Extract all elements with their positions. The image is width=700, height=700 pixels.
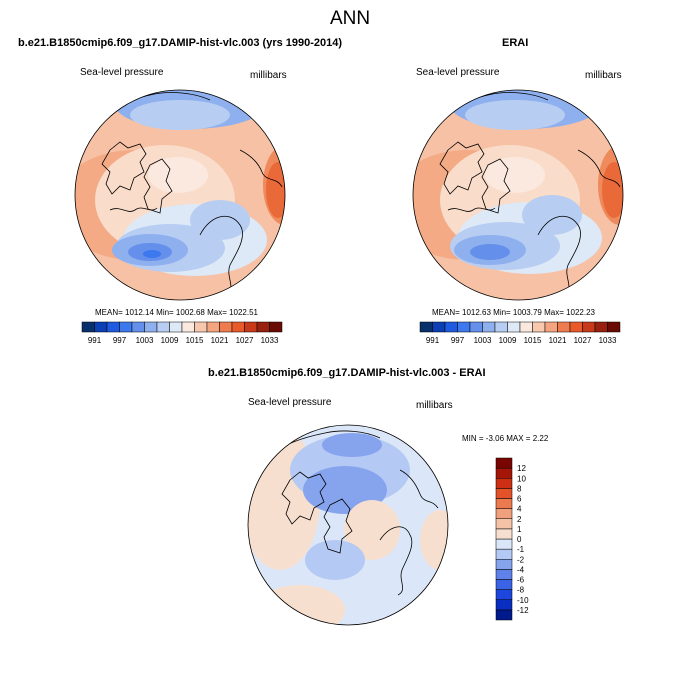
colorbar-tick-label: -4 <box>517 565 525 574</box>
colorbar-box <box>495 498 513 509</box>
colorbar-box <box>582 321 596 333</box>
obs-stats: MEAN= 1012.63 Min= 1003.79 Max= 1022.23 <box>432 308 595 317</box>
colorbar-tick-label: 4 <box>517 505 522 514</box>
colorbar-tick-label: 1015 <box>524 336 542 345</box>
colorbar-box <box>106 321 120 333</box>
colorbar-box <box>495 508 513 519</box>
colorbar-tick-label: 1015 <box>186 336 204 345</box>
colorbar-box <box>169 321 183 333</box>
colorbar-tick-label: 1009 <box>161 336 179 345</box>
colorbar-box <box>495 579 513 590</box>
colorbar-tick-label: 991 <box>88 336 102 345</box>
colorbar-tick-label: 0 <box>517 535 522 544</box>
colorbar-box <box>495 569 513 580</box>
obs-polar-map <box>412 89 624 301</box>
diff-stats: MIN = -3.06 MAX = 2.22 <box>462 434 549 443</box>
colorbar-box <box>495 467 513 479</box>
obs-units-label: millibars <box>585 70 622 81</box>
colorbar-tick-label: -12 <box>517 606 529 615</box>
colorbar-box <box>244 321 258 333</box>
colorbar-tick-label: 12 <box>517 464 526 473</box>
colorbar-tick-label: 10 <box>517 474 526 483</box>
colorbar-tick-label: 1033 <box>261 336 279 345</box>
colorbar-box <box>607 321 621 333</box>
colorbar-box <box>594 321 608 333</box>
colorbar-tick-label: 1027 <box>574 336 592 345</box>
colorbar-box <box>432 321 446 333</box>
colorbar-tick-label: 1027 <box>236 336 254 345</box>
colorbar-box <box>119 321 133 333</box>
colorbar-box <box>269 321 283 333</box>
colorbar-box <box>457 321 471 333</box>
colorbar-tick-label: -6 <box>517 576 525 585</box>
colorbar-tick-label: 2 <box>517 515 522 524</box>
colorbar-box <box>206 321 220 333</box>
diff-left-label: Sea-level pressure <box>248 397 332 408</box>
colorbar-box <box>131 321 145 333</box>
colorbar-tick-label: -8 <box>517 586 525 595</box>
colorbar-box <box>94 321 108 333</box>
figure-title: ANN <box>329 8 371 29</box>
colorbar-box <box>194 321 208 333</box>
colorbar-box <box>507 321 521 333</box>
colorbar-tick-label: -1 <box>517 545 525 554</box>
obs-left-label: Sea-level pressure <box>416 67 500 78</box>
colorbar-tick-label: 1003 <box>136 336 154 345</box>
colorbar-tick-label: 1033 <box>599 336 617 345</box>
colorbar-box <box>495 559 513 570</box>
diff-polar-map <box>247 424 449 626</box>
colorbar-tick-label: 6 <box>517 495 522 504</box>
diff-units-label: millibars <box>416 400 453 411</box>
colorbar-box <box>519 321 533 333</box>
obs-panel-title: ERAI <box>502 37 529 49</box>
model-left-label: Sea-level pressure <box>80 67 164 78</box>
model-colorbar: 991 997 1003 1009 1015 1021 1027 1033 <box>81 321 283 345</box>
colorbar-box <box>569 321 583 333</box>
model-polar-map <box>74 89 286 301</box>
colorbar-box <box>495 518 513 530</box>
colorbar-box <box>81 321 95 333</box>
colorbar-tick-label: -2 <box>517 555 525 564</box>
colorbar-box <box>444 321 458 333</box>
colorbar-box <box>256 321 270 333</box>
colorbar-tick-label: 1009 <box>499 336 517 345</box>
colorbar-box <box>495 548 513 560</box>
colorbar-box <box>144 321 158 333</box>
colorbar-box <box>156 321 170 333</box>
colorbar-box <box>557 321 571 333</box>
colorbar-tick-label: 1 <box>517 525 522 534</box>
colorbar-box <box>181 321 195 333</box>
model-panel-title: b.e21.B1850cmip6.f09_g17.DAMIP-hist-vlc.… <box>18 37 343 49</box>
colorbar-tick-label: 1021 <box>211 336 229 345</box>
colorbar-box <box>495 478 513 489</box>
colorbar-tick-label: 991 <box>426 336 440 345</box>
colorbar-box <box>495 457 513 469</box>
diff-panel-title: b.e21.B1850cmip6.f09_g17.DAMIP-hist-vlc.… <box>208 367 486 379</box>
colorbar-box <box>495 609 513 621</box>
colorbar-tick-label: -10 <box>517 596 529 605</box>
obs-colorbar: 991 997 1003 1009 1015 1021 1027 1033 <box>419 321 621 345</box>
colorbar-box <box>495 599 513 611</box>
colorbar-box <box>219 321 233 333</box>
colorbar-tick-label: 8 <box>517 484 522 493</box>
colorbar-box <box>482 321 496 333</box>
colorbar-tick-label: 1021 <box>549 336 567 345</box>
colorbar-tick-label: 997 <box>113 336 127 345</box>
colorbar-box <box>495 538 513 550</box>
colorbar-box <box>231 321 245 333</box>
colorbar-box <box>469 321 483 333</box>
model-stats: MEAN= 1012.14 Min= 1002.68 Max= 1022.51 <box>95 308 258 317</box>
colorbar-box <box>544 321 558 333</box>
colorbar-box <box>495 488 513 499</box>
colorbar-box <box>495 589 513 600</box>
colorbar-tick-label: 997 <box>451 336 465 345</box>
colorbar-tick-label: 1003 <box>474 336 492 345</box>
colorbar-box <box>419 321 433 333</box>
colorbar-box <box>495 528 513 540</box>
colorbar-box <box>532 321 546 333</box>
model-units-label: millibars <box>250 70 287 81</box>
colorbar-box <box>494 321 508 333</box>
